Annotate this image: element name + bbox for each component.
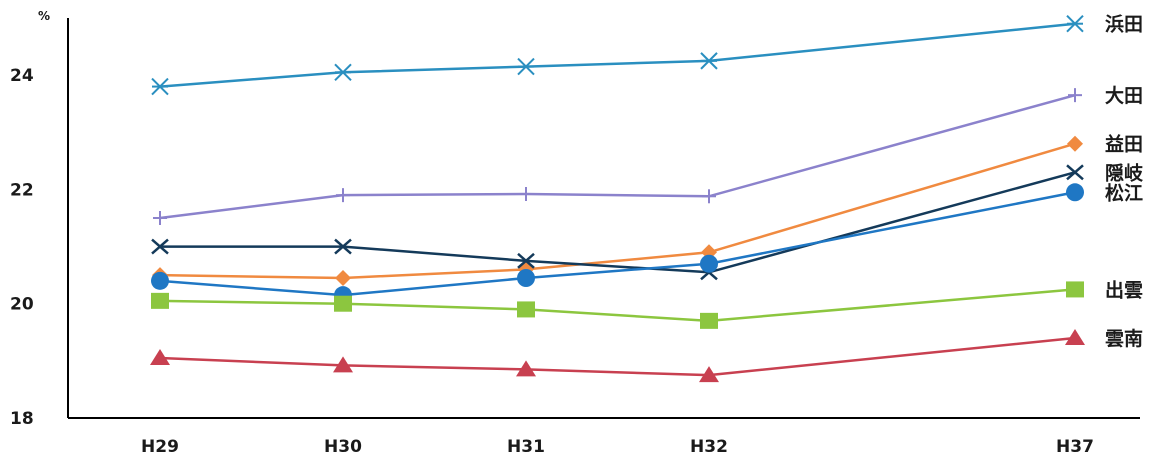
x-tick-label: H31: [507, 437, 545, 457]
x-tick-label: H32: [690, 437, 728, 457]
data-point: [517, 57, 535, 76]
series-layer: [150, 15, 1085, 383]
y-unit-label: %: [38, 9, 50, 23]
data-point: [151, 238, 169, 255]
x-tick-label: H30: [324, 437, 362, 457]
series-line: [159, 191, 1076, 297]
series-name-label: 浜田: [1105, 14, 1143, 36]
series-5: [151, 281, 1084, 329]
data-point: [153, 211, 167, 225]
series-name-label: 益田: [1105, 133, 1143, 156]
series-line: [159, 22, 1076, 88]
data-point: [334, 238, 352, 255]
x-tick-label: H37: [1056, 437, 1094, 457]
series-line: [159, 288, 1076, 323]
series-line: [159, 336, 1076, 377]
data-point: [519, 187, 533, 201]
series-name-label: 出雲: [1105, 278, 1143, 301]
y-tick-labels: 18 20 22 24: [10, 66, 34, 429]
data-point: [1067, 135, 1083, 152]
y-tick-label: 24: [10, 66, 34, 86]
x-tick-label: H29: [141, 437, 179, 457]
series-2: [152, 135, 1083, 286]
series-4: [151, 183, 1084, 305]
data-point: [517, 252, 535, 269]
data-point: [1066, 281, 1084, 298]
series-line: [160, 171, 1076, 274]
data-point: [334, 295, 352, 312]
series-0: [151, 15, 1084, 96]
data-point: [150, 349, 170, 365]
data-point: [699, 366, 719, 383]
data-point: [151, 292, 169, 309]
series-name-label: 大田: [1105, 84, 1143, 107]
data-point: [333, 356, 353, 373]
data-point: [702, 189, 716, 204]
data-point: [334, 63, 352, 81]
data-point: [517, 269, 535, 287]
data-point: [516, 360, 536, 377]
data-point: [1066, 164, 1084, 181]
data-point: [151, 271, 169, 290]
data-point: [700, 254, 718, 273]
data-point: [151, 77, 169, 96]
data-point: [1065, 329, 1085, 345]
x-tick-labels: H29 H30 H31 H32 H37: [141, 437, 1094, 457]
data-point: [1068, 88, 1082, 103]
axes: [67, 18, 1140, 419]
data-point: [700, 312, 718, 329]
series-name-label: 雲南: [1105, 328, 1143, 350]
data-point: [1066, 183, 1084, 202]
y-tick-label: 20: [10, 295, 34, 315]
series-name-label: 隠岐: [1105, 162, 1144, 184]
data-point: [700, 52, 718, 70]
series-line: [159, 93, 1076, 220]
data-point: [335, 270, 351, 286]
y-tick-label: 22: [10, 180, 34, 200]
series-1: [153, 88, 1082, 225]
y-tick-label: 18: [10, 409, 34, 429]
data-point: [517, 301, 535, 318]
data-point: [336, 188, 350, 203]
data-point: [1066, 15, 1084, 33]
series-name-label: 松江: [1105, 181, 1143, 204]
series-6: [150, 329, 1085, 383]
